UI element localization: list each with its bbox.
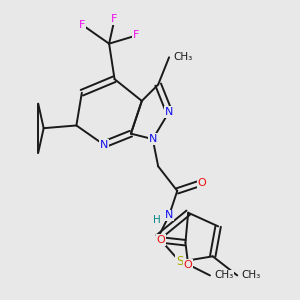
Text: O: O [157, 235, 165, 245]
Text: N: N [100, 140, 108, 149]
Text: N: N [165, 107, 173, 117]
Text: F: F [111, 14, 118, 24]
Text: N: N [165, 210, 173, 220]
Text: N: N [148, 134, 157, 144]
Text: CH₃: CH₃ [173, 52, 192, 62]
Text: F: F [79, 20, 85, 30]
Text: CH₃: CH₃ [214, 270, 233, 280]
Text: H: H [153, 214, 161, 224]
Text: CH₃: CH₃ [241, 270, 261, 280]
Text: F: F [133, 31, 140, 40]
Text: O: O [197, 178, 206, 188]
Text: O: O [184, 260, 193, 269]
Text: S: S [176, 255, 184, 268]
